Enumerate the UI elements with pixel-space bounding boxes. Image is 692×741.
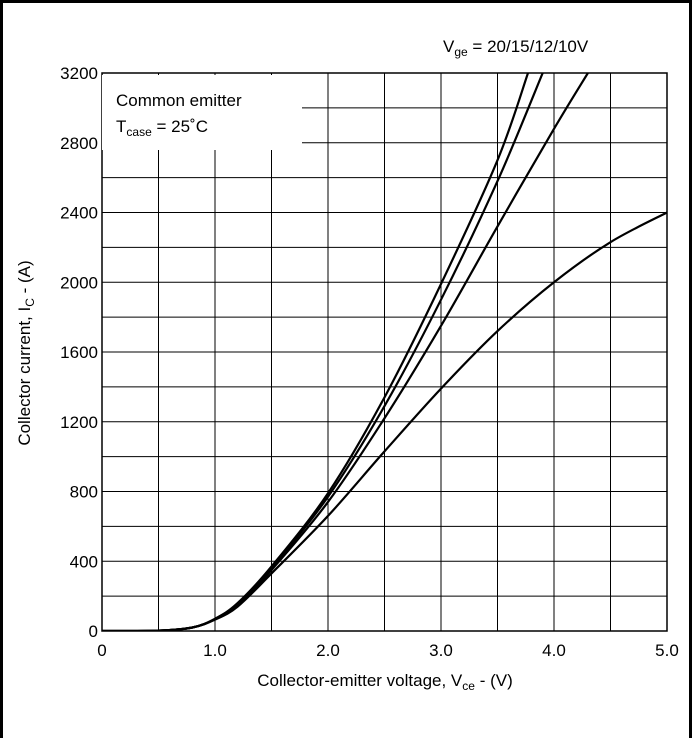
y-tick-label: 3200 xyxy=(60,64,98,83)
x-tick-label: 2.0 xyxy=(316,641,340,660)
y-tick-label: 0 xyxy=(89,622,98,641)
x-tick-label: 5.0 xyxy=(655,641,679,660)
annotation-line1: Common emitter xyxy=(116,91,242,110)
x-tick-labels: 0 1.0 2.0 3.0 4.0 5.0 xyxy=(97,641,679,660)
x-axis-label: Collector-emitter voltage, Vce - (V) xyxy=(257,671,513,693)
x-tick-label: 4.0 xyxy=(542,641,566,660)
x-tick-label: 0 xyxy=(97,641,106,660)
x-tick-label: 3.0 xyxy=(429,641,453,660)
y-tick-label: 800 xyxy=(70,483,98,502)
y-tick-labels: 0 400 800 1200 1600 2000 2400 2800 3200 xyxy=(60,64,98,641)
y-tick-label: 400 xyxy=(70,552,98,571)
annotation-box xyxy=(102,75,302,150)
plot-area-border xyxy=(101,72,668,632)
series-label: Vge = 20/15/12/10V xyxy=(443,37,589,59)
series-line-4 xyxy=(102,211,667,631)
series-lines xyxy=(102,73,667,631)
y-tick-label: 1200 xyxy=(60,413,98,432)
y-tick-label: 2800 xyxy=(60,134,98,153)
annotation-line2: Tcase = 25˚C xyxy=(116,117,208,139)
y-tick-label: 1600 xyxy=(60,343,98,362)
iv-characteristic-chart: 0 1.0 2.0 3.0 4.0 5.0 0 400 800 1200 1600 2000 2400… xyxy=(15,37,679,693)
y-tick-label: 2400 xyxy=(60,204,98,223)
y-axis-label: Collector current, IC - (A) xyxy=(15,260,37,445)
x-tick-label: 1.0 xyxy=(203,641,227,660)
y-tick-label: 2000 xyxy=(60,273,98,292)
grid xyxy=(102,73,667,631)
